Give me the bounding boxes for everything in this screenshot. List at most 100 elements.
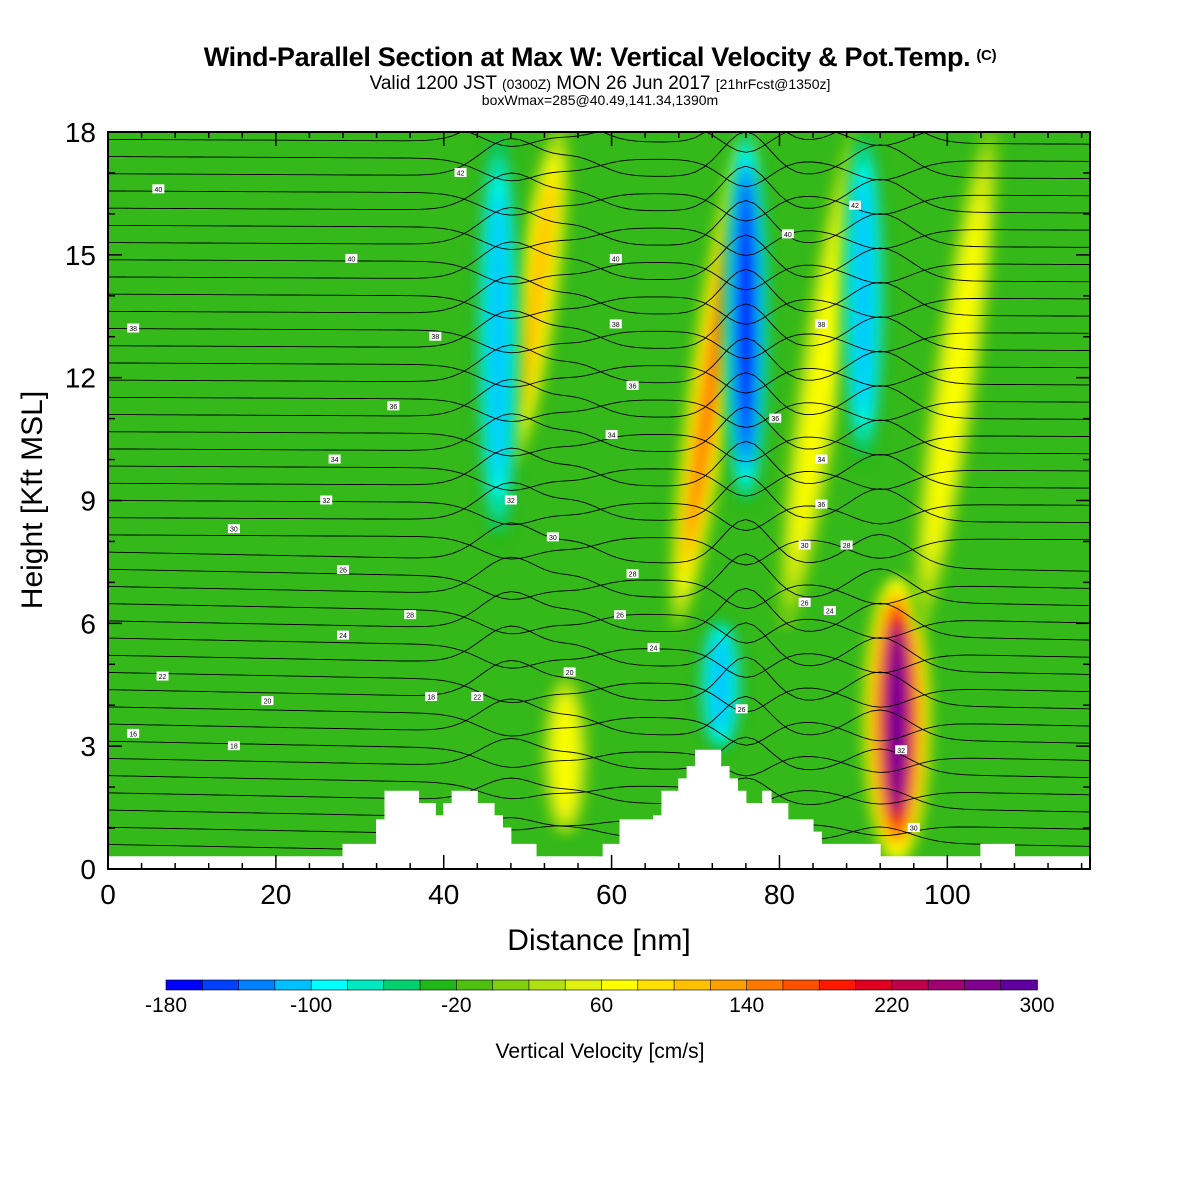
- colorbar-swatch: [710, 979, 748, 991]
- velocity-level: [489, 192, 507, 482]
- contour-label-text: 18: [230, 744, 238, 751]
- colorbar-swatch: [782, 979, 821, 991]
- updraft-plume: [542, 674, 589, 839]
- theta-contour-line: [108, 328, 1090, 360]
- downdraft-plume: [475, 132, 522, 552]
- theta-contour-line: [108, 817, 1090, 847]
- contour-label: 24: [337, 630, 350, 640]
- contour-label: 26: [337, 565, 350, 575]
- contour-label-bg: [454, 167, 467, 177]
- contour-label-text: 16: [129, 731, 137, 738]
- theta-contour-line: [108, 553, 1090, 607]
- colorbar-swatch: [165, 979, 204, 991]
- colorbar-swatch: [492, 979, 530, 991]
- colorbar-swatch: [274, 979, 312, 991]
- contour-label-bg: [781, 229, 794, 239]
- colorbar-title: Vertical Velocity [cm/s]: [496, 1040, 705, 1063]
- valid-prefix: Valid 1200 JST: [369, 73, 497, 94]
- contour-label-bg: [798, 597, 811, 607]
- contour-label-text: 40: [612, 256, 620, 263]
- theta-contour-line: [108, 777, 1090, 813]
- colorbar-label: 140: [729, 994, 764, 1017]
- contour-label: 26: [613, 610, 626, 620]
- contour-label-text: 24: [826, 609, 834, 616]
- box-wmax-info: boxWmax=285@40.49,141.34,1390m: [481, 92, 719, 108]
- colorbar-swatch: [201, 979, 240, 991]
- colorbar-swatch: [383, 979, 421, 991]
- velocity-level: [854, 178, 872, 413]
- valid-date: MON 26 Jun 2017: [556, 73, 711, 94]
- contour-label-bg: [404, 610, 417, 620]
- contour-label-text: 38: [129, 326, 137, 333]
- theta-contour-line: [108, 396, 1090, 428]
- colorbar-swatch: [891, 979, 929, 991]
- contour-label: 30: [798, 540, 811, 550]
- colorbar-swatch: [528, 979, 567, 991]
- chart-subtitle: Valid 1200 JST (0300Z) MON 26 Jun 2017 […: [0, 74, 1200, 94]
- contour-label-bg: [823, 606, 836, 616]
- contour-label-text: 32: [897, 748, 905, 755]
- contour-label-text: 36: [818, 502, 826, 509]
- theta-contour-line: [108, 534, 1090, 566]
- y-tick-label: 0: [80, 854, 96, 885]
- contour-label: 28: [840, 540, 853, 550]
- contour-label-text: 34: [331, 457, 339, 464]
- contour-label: 42: [454, 167, 467, 177]
- contour-label-text: 40: [348, 256, 356, 263]
- theta-contour-line: [108, 362, 1090, 394]
- colorbar-swatch: [746, 979, 784, 991]
- contour-label-text: 22: [473, 695, 481, 702]
- y-axis-title: Height [Kft MSL]: [16, 391, 49, 609]
- contour-label: 38: [429, 331, 442, 341]
- theta-contours: [108, 29, 1090, 862]
- contour-label: 38: [609, 319, 622, 329]
- colorbar-swatch: [1000, 979, 1038, 991]
- contour-label-bg: [320, 495, 333, 505]
- contour-label-text: 18: [427, 695, 435, 702]
- theta-contour-line: [108, 706, 1090, 746]
- theta-contour-line: [108, 775, 1090, 807]
- x-tick-label: 80: [764, 879, 795, 910]
- colorbar-label: -20: [441, 994, 471, 1017]
- theta-contour-line: [108, 132, 1090, 145]
- contour-label-text: 32: [322, 498, 330, 505]
- contour-label: 34: [605, 429, 618, 439]
- contour-label: 30: [546, 532, 559, 542]
- theta-contour-line: [108, 337, 1090, 386]
- contour-label: 34: [328, 454, 341, 464]
- contour-label-text: 26: [339, 568, 347, 575]
- theta-contour-line: [108, 500, 1090, 532]
- theta-contour-line: [108, 200, 1090, 248]
- contour-label-bg: [907, 823, 920, 833]
- theta-contour-line: [108, 406, 1090, 455]
- y-axis: 0 3 6 9 12 15 18: [65, 117, 96, 885]
- contour-label-text: 30: [230, 527, 238, 534]
- colorbar-swatch: [855, 979, 893, 991]
- colorbar-swatch: [347, 979, 385, 991]
- y-tick-label: 12: [65, 363, 96, 394]
- y-tick-label: 3: [80, 731, 96, 762]
- theta-contour-line: [108, 259, 1090, 291]
- contour-label-text: 40: [154, 187, 162, 194]
- downdraft-plume: [697, 613, 744, 757]
- contour-label: 18: [425, 692, 438, 702]
- contour-label-text: 36: [771, 416, 779, 423]
- contour-label-bg: [471, 692, 484, 702]
- contour-label-text: 28: [843, 543, 851, 550]
- contour-label: 42: [848, 200, 861, 210]
- contour-label-text: 38: [431, 334, 439, 341]
- contour-label-text: 26: [801, 600, 809, 607]
- contour-label: 28: [626, 569, 639, 579]
- x-axis-title: Distance [nm]: [507, 924, 690, 957]
- theta-contour-line: [108, 29, 1090, 76]
- contour-label-bg: [815, 319, 828, 329]
- copyright-mark: (C): [976, 47, 997, 64]
- x-tick-label: 60: [596, 879, 627, 910]
- contour-label-bg: [848, 200, 861, 210]
- theta-contour-line: [108, 190, 1090, 222]
- contour-label-bg: [227, 524, 240, 534]
- contour-label-text: 42: [851, 203, 859, 210]
- contour-label-bg: [895, 745, 908, 755]
- velocity-level: [929, 200, 983, 555]
